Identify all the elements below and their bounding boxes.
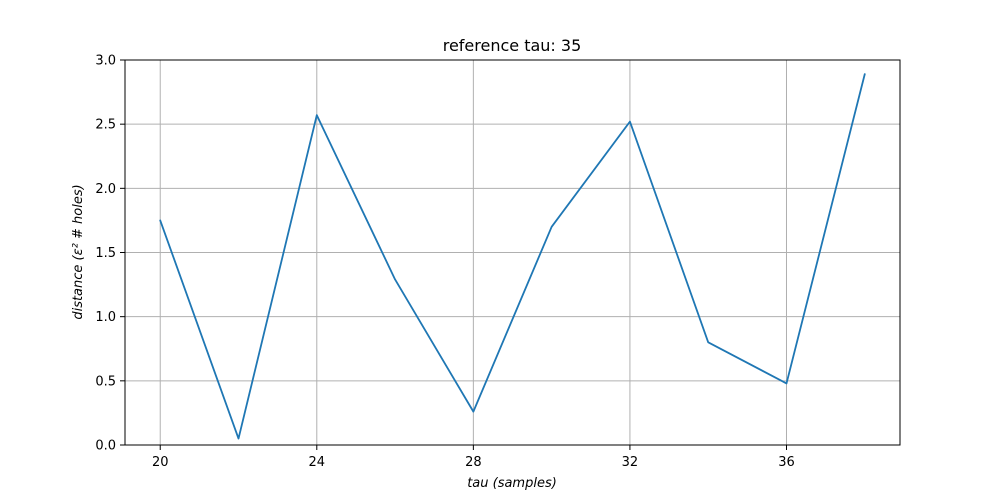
x-axis-label: tau (samples) bbox=[467, 476, 557, 491]
x-tick-label: 32 bbox=[622, 455, 639, 470]
grid-layer bbox=[125, 59, 900, 446]
tick-layer: 20 24 28 32 36 0.0 0.5 1.0 1.5 2.0 2.5 3.0 bbox=[95, 54, 794, 471]
y-tick-label: 2.0 bbox=[95, 182, 116, 197]
y-tick-label: 3.0 bbox=[95, 54, 116, 69]
x-tick-label: 24 bbox=[309, 455, 326, 470]
y-tick-label: 2.5 bbox=[95, 118, 116, 133]
x-tick-label: 36 bbox=[778, 455, 795, 470]
y-axis-label: distance (ε² # holes) bbox=[71, 184, 86, 319]
y-tick-label: 0.0 bbox=[95, 439, 116, 454]
y-tick-label: 1.0 bbox=[95, 310, 116, 325]
y-tick-label: 1.5 bbox=[95, 246, 116, 261]
x-tick-label: 28 bbox=[465, 455, 482, 470]
series-layer bbox=[159, 73, 866, 440]
x-tick-label: 20 bbox=[152, 455, 169, 470]
y-tick-label: 0.5 bbox=[95, 374, 116, 389]
series-line bbox=[159, 73, 866, 440]
chart-title: reference tau: 35 bbox=[443, 36, 582, 55]
